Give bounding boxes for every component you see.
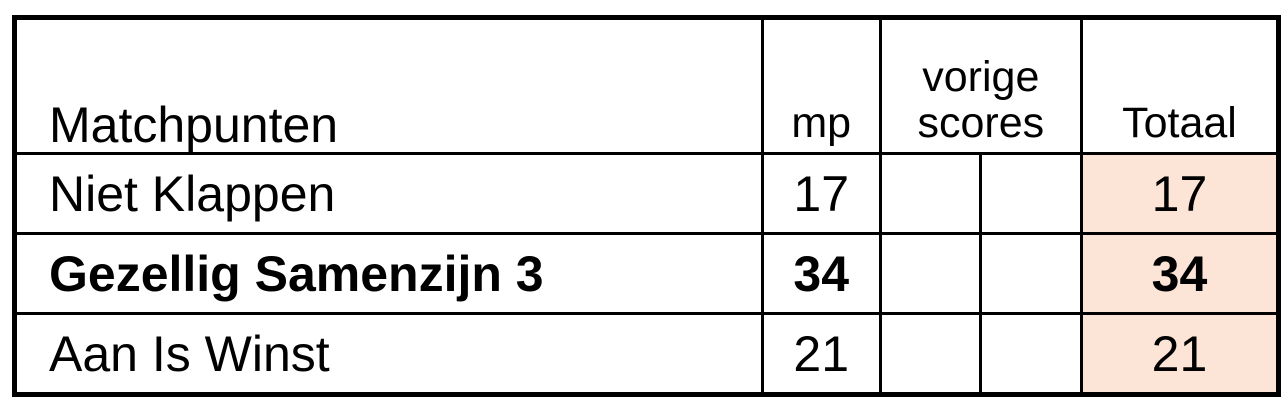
total-header: Totaal xyxy=(1079,16,1281,155)
previous-score-1 xyxy=(878,312,983,396)
matchpoints-table: Matchpunten mp vorige scores Totaal Niet… xyxy=(12,15,1281,397)
previous-scores-header: vorige scores xyxy=(878,16,1083,155)
team-name: Aan Is Winst xyxy=(13,312,764,396)
team-name: Niet Klappen xyxy=(13,152,764,235)
previous-score-2 xyxy=(979,152,1083,235)
total-value: 17 xyxy=(1079,152,1281,235)
table-row: Aan Is Winst 21 21 xyxy=(13,312,1281,396)
mp-header: mp xyxy=(760,16,882,155)
header-row: Matchpunten mp vorige scores Totaal xyxy=(13,16,1281,155)
previous-score-2 xyxy=(979,232,1083,315)
total-value: 34 xyxy=(1079,232,1281,315)
previous-score-1 xyxy=(878,232,983,315)
table-row: Niet Klappen 17 17 xyxy=(13,152,1281,235)
team-name: Gezellig Samenzijn 3 xyxy=(13,232,764,315)
previous-score-1 xyxy=(878,152,983,235)
mp-value: 34 xyxy=(760,232,882,315)
mp-value: 17 xyxy=(760,152,882,235)
mp-value: 21 xyxy=(760,312,882,396)
total-value: 21 xyxy=(1079,312,1281,396)
table-row: Gezellig Samenzijn 3 34 34 xyxy=(13,232,1281,315)
title-cell: Matchpunten xyxy=(13,16,764,155)
previous-score-2 xyxy=(979,312,1083,396)
